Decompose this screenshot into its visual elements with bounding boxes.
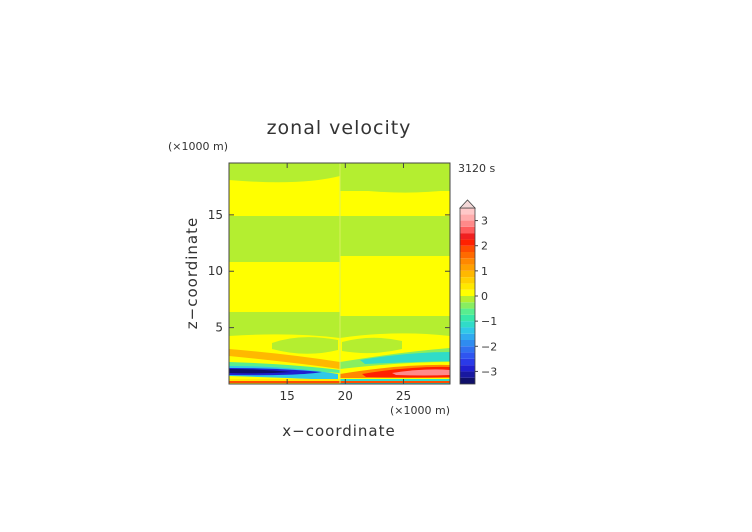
- tongue-right: [342, 337, 402, 354]
- colorbar-swatch: [460, 327, 475, 334]
- colorbar-tick-label: 3: [481, 215, 488, 228]
- y-axis-label: z−coordinate: [183, 217, 201, 329]
- orange-layer-left: [229, 349, 340, 369]
- colorbar-swatch: [460, 365, 475, 372]
- colorbar-swatch: [460, 314, 475, 322]
- colorbar-swatch: [460, 252, 475, 259]
- contour-bulge-right: [340, 174, 450, 193]
- plot-area: [229, 163, 450, 384]
- colorbar-swatch: [460, 208, 475, 215]
- band-left-1: [229, 163, 340, 183]
- y-axis: 5 10 15: [208, 208, 450, 335]
- colorbar-swatch: [460, 308, 475, 315]
- colorbar-tick-label: 2: [481, 240, 488, 253]
- colorbar-swatch: [460, 258, 475, 265]
- colorbar-swatch: [460, 214, 475, 221]
- colorbar-swatch: [460, 321, 475, 328]
- band-right-2: [340, 191, 450, 216]
- x-unit-label: (×1000 m): [390, 404, 450, 417]
- colorbar-swatch: [460, 358, 475, 366]
- colorbar-swatch: [460, 245, 475, 252]
- colorbar-swatch: [460, 289, 475, 296]
- colorbar-extend-arrow: [459, 199, 476, 209]
- jet-right-core: [392, 369, 450, 376]
- colorbar-tick-label: −3: [481, 365, 497, 378]
- colorbar-swatch: [460, 340, 475, 347]
- colorbar-tick-label: 0: [481, 290, 488, 303]
- band-left-3: [229, 216, 340, 262]
- green-layer-left: [229, 362, 340, 373]
- y-tick-label: 15: [208, 208, 223, 222]
- chart-title: zonal velocity: [267, 117, 412, 139]
- jet-left-core: [229, 369, 292, 374]
- colorbar-swatch: [460, 352, 475, 359]
- colorbar-swatch: [460, 302, 475, 309]
- x-tick-label: 20: [338, 389, 353, 403]
- band-left-4: [229, 262, 340, 312]
- colorbar-swatch: [460, 296, 475, 303]
- colorbar-swatch: [460, 233, 475, 240]
- colorbar-swatch: [460, 377, 475, 384]
- colorbar: 3 2 1 0 −1 −2 −3: [459, 199, 497, 385]
- colorbar-swatch: [460, 239, 475, 246]
- colorbar-swatch: [460, 226, 475, 234]
- y-tick-label: 5: [215, 321, 223, 335]
- tongue-left: [272, 337, 338, 354]
- colorbar-swatch: [460, 346, 475, 353]
- colorbar-swatch: [460, 283, 475, 290]
- time-label: 3120 s: [458, 162, 495, 175]
- colorbar-swatch: [460, 333, 475, 340]
- colorbar-swatch: [460, 270, 475, 278]
- contour-bulge-left: [229, 176, 340, 191]
- colorbar-tick-label: −1: [481, 315, 497, 328]
- x-axis: 15 20 25: [280, 163, 411, 403]
- band-right-3: [340, 216, 450, 256]
- x-axis-label: x−coordinate: [282, 422, 395, 440]
- plot-frame: [228, 162, 451, 385]
- colorbar-swatch: [460, 277, 475, 284]
- y-tick-label: 10: [208, 264, 223, 278]
- colorbar-swatch: [460, 371, 475, 378]
- y-unit-label: (×1000 m): [168, 140, 228, 153]
- x-tick-label: 25: [396, 389, 411, 403]
- colorbar-tick-label: 1: [481, 265, 488, 278]
- colorbar-swatch: [460, 264, 475, 271]
- cyan-layer-right: [360, 352, 450, 364]
- colorbar-swatch: [460, 220, 475, 227]
- colorbar-tick-label: −2: [481, 340, 497, 353]
- x-tick-label: 15: [280, 389, 295, 403]
- band-right-4: [340, 256, 450, 316]
